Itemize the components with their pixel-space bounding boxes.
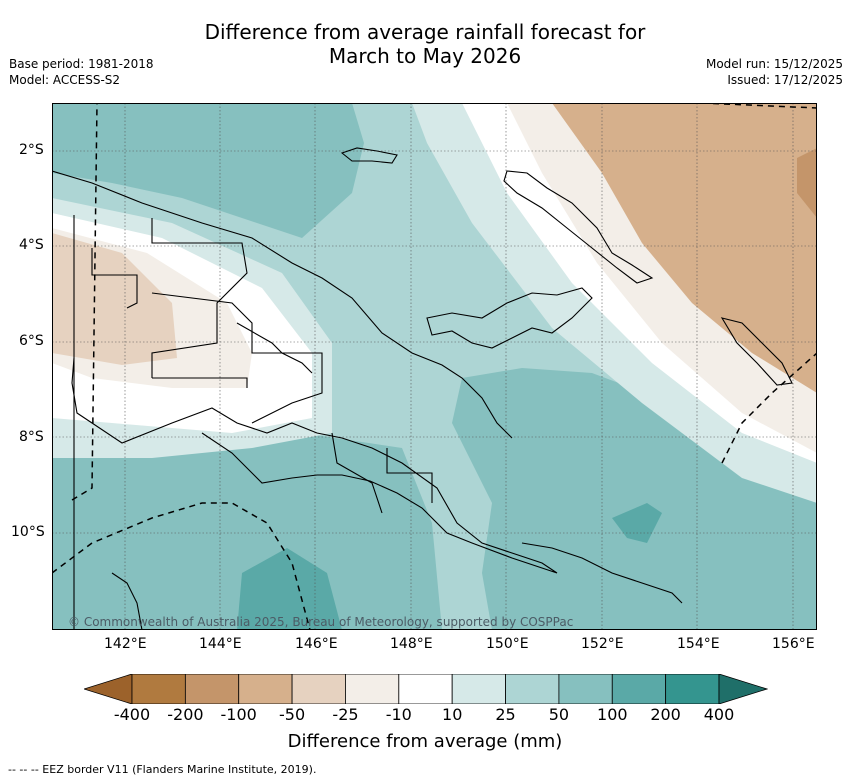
wetter-patch-south: [237, 548, 342, 630]
colorbar-low-extend: [84, 674, 133, 704]
manus-island: [340, 147, 398, 164]
wet-zone-northwest: [52, 103, 364, 238]
x-tick-154e: 154°E: [677, 636, 720, 652]
new-guinea-coast-south: [71, 357, 558, 574]
colorbar-tick-label: -25: [332, 705, 359, 724]
new-ireland-island: [503, 170, 654, 284]
colorbar-tick-label: -50: [279, 705, 306, 724]
new-guinea-coast-north: [52, 170, 513, 439]
colorbar-tick-label: -200: [167, 705, 204, 724]
colorbar-tick-label: 100: [597, 705, 628, 724]
colorbar-cell: [131, 674, 186, 704]
x-tick-156e: 156°E: [772, 636, 815, 652]
gridlines: [52, 103, 817, 630]
model-run-text: Model run: 15/12/2025: [705, 57, 843, 71]
x-tick-144e: 144°E: [199, 636, 242, 652]
x-tick-142e: 142°E: [104, 636, 147, 652]
colorbar-cell: [184, 674, 240, 704]
wet-zone-south: [52, 433, 442, 630]
colorbar-title: Difference from average (mm): [287, 731, 563, 752]
chart-title-line-1: Difference from average rainfall forecas…: [204, 20, 646, 44]
y-tick-10s: 10°S: [11, 524, 45, 540]
dry-zone-northeast: [552, 103, 817, 393]
meta-left: Base period: 1981-2018 Model: ACCESS-S2: [9, 56, 154, 88]
louisiade-islands: [521, 542, 683, 604]
colorbar: [84, 674, 768, 704]
x-tick-152e: 152°E: [581, 636, 624, 652]
colorbar-tick-label: -10: [385, 705, 412, 724]
colorbar-cell: [238, 674, 293, 704]
colorbar-tick-label: 200: [650, 705, 681, 724]
colorbar-tick-label: -100: [220, 705, 257, 724]
y-tick-8s: 8°S: [19, 429, 44, 445]
province-borders: [73, 215, 433, 630]
colorbar-tick-label: -400: [113, 705, 151, 724]
x-tick-148e: 148°E: [390, 636, 433, 652]
colorbar-cell: [291, 674, 346, 704]
colorbar-cell: [611, 674, 667, 704]
colorbar-high-extend: [718, 674, 768, 704]
chart-title: Difference from average rainfall forecas…: [0, 20, 850, 68]
wetter-patch-east: [612, 503, 662, 543]
meta-right: Model run: 15/12/2025 Issued: 17/12/2025: [706, 56, 843, 88]
coastlines: [52, 147, 793, 630]
y-tick-2s: 2°S: [19, 142, 44, 158]
eez-borders: [52, 103, 817, 630]
colorbar-cell: [398, 674, 453, 704]
y-tick-4s: 4°S: [19, 237, 44, 253]
eez-footnote: -- -- -- EEZ border V11 (Flanders Marine…: [8, 763, 317, 776]
issued-text: Issued: 17/12/2025: [727, 73, 843, 87]
y-tick-6s: 6°S: [19, 333, 44, 349]
colorbar-cell: [558, 674, 613, 704]
x-tick-146e: 146°E: [295, 636, 338, 652]
base-period-text: Base period: 1981-2018: [9, 57, 154, 71]
rainfall-map: © Commonwealth of Australia 2025, Bureau…: [52, 103, 817, 630]
colorbar-tick-label: 400: [703, 705, 735, 724]
colorbar-tick-label: 10: [442, 705, 463, 724]
model-text: Model: ACCESS-S2: [9, 73, 121, 87]
copyright-text: © Commonwealth of Australia 2025, Bureau…: [68, 615, 573, 629]
colorbar-cell: [451, 674, 506, 704]
west-dry-patch: [52, 233, 177, 365]
map-frame: [52, 103, 817, 630]
driest-patch-northeast: [797, 148, 817, 218]
chart-title-line-2: March to May 2026: [328, 44, 522, 68]
cape-york-coast: [111, 572, 143, 630]
bougainville-island: [720, 317, 793, 386]
colorbar-tick-label: 25: [495, 705, 516, 724]
wet-zone-east: [452, 368, 817, 630]
colorbar-cell: [345, 674, 400, 704]
x-tick-150e: 150°E: [486, 636, 529, 652]
colorbar-tick-label: 50: [548, 705, 570, 724]
new-britain-island: [426, 287, 593, 349]
colorbar-cell: [665, 674, 720, 704]
colorbar-cell: [505, 674, 560, 704]
